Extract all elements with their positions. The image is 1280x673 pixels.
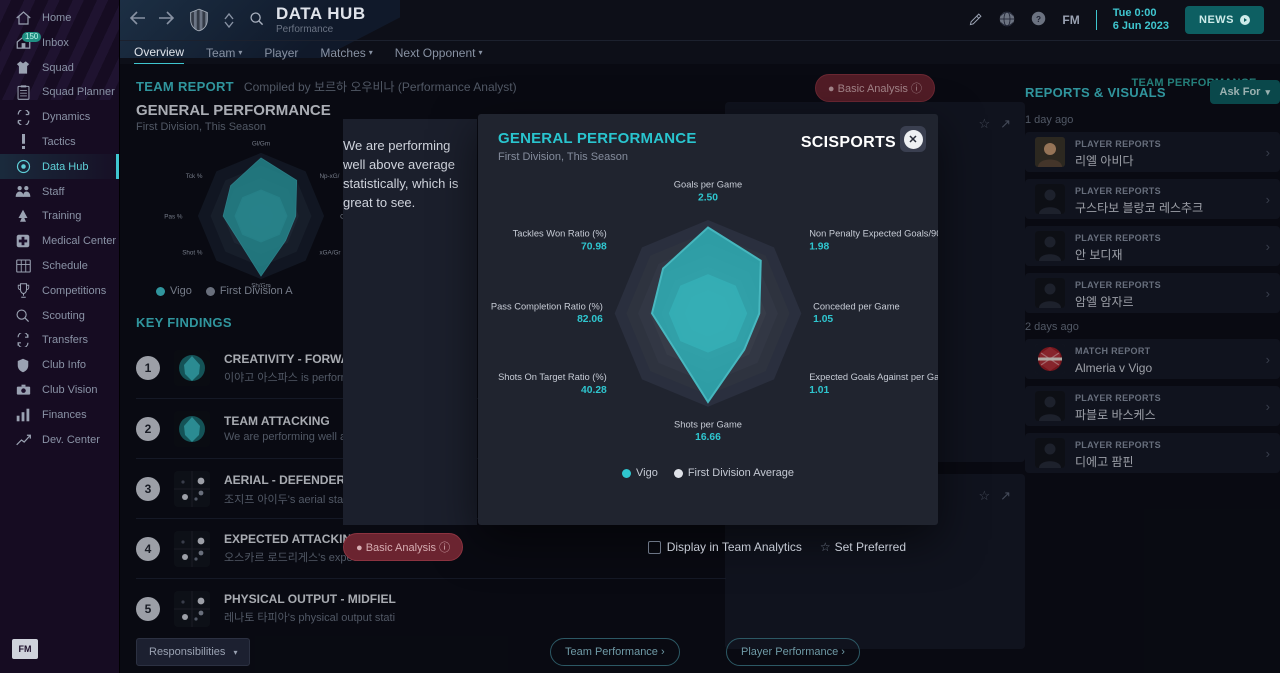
svg-text:40.28: 40.28: [581, 385, 607, 396]
svg-text:1.05: 1.05: [813, 314, 833, 325]
svg-text:Expected Goals Against per Gam: Expected Goals Against per Game: [809, 372, 938, 382]
svg-text:16.66: 16.66: [695, 432, 721, 443]
svg-text:Pass Completion Ratio (%): Pass Completion Ratio (%): [491, 301, 603, 311]
svg-text:Non Penalty Expected Goals/90: Non Penalty Expected Goals/90: [809, 229, 938, 239]
svg-text:1.01: 1.01: [809, 385, 829, 396]
svg-text:Conceded per Game: Conceded per Game: [813, 301, 900, 311]
svg-text:Shots On Target Ratio (%): Shots On Target Ratio (%): [498, 372, 607, 382]
svg-text:70.98: 70.98: [581, 242, 607, 253]
svg-text:2.50: 2.50: [698, 192, 718, 203]
svg-text:Shots per Game: Shots per Game: [674, 419, 742, 429]
svg-text:82.06: 82.06: [577, 314, 603, 325]
svg-text:Tackles Won Ratio (%): Tackles Won Ratio (%): [513, 229, 607, 239]
svg-text:Goals per Game: Goals per Game: [674, 180, 742, 190]
svg-text:1.98: 1.98: [809, 242, 829, 253]
